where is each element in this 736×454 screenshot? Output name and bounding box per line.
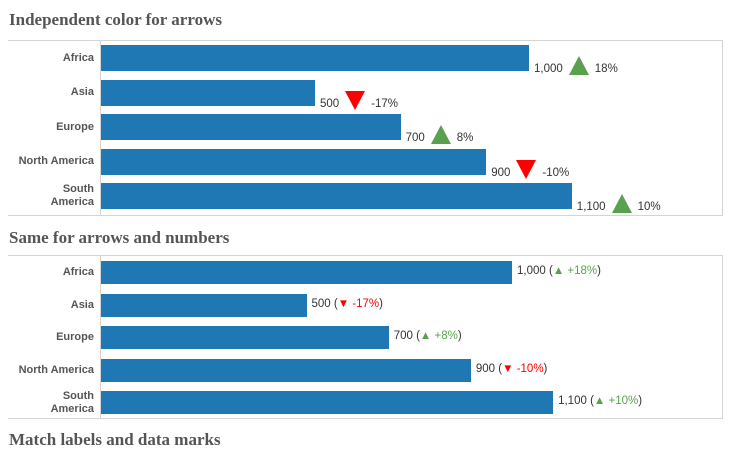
value-label: 700 ( <box>393 330 420 342</box>
category-label: Asia <box>70 86 94 98</box>
triangle-down-icon: ▼ <box>502 362 514 375</box>
change-label: ▼ -10% <box>502 362 544 375</box>
triangle-down-icon <box>345 90 366 110</box>
change-label: 18% <box>594 63 618 75</box>
value-label: 1,100 <box>576 201 606 213</box>
chart1-title: Independent color for arrows <box>9 10 222 29</box>
value-label: 1,100 ( <box>558 395 594 407</box>
bar[interactable] <box>101 293 307 317</box>
data-label: 1,000 18% <box>534 56 618 75</box>
change-label: -17% <box>371 97 399 110</box>
triangle-up-icon <box>568 56 589 75</box>
triangle-down-icon: ▼ <box>337 297 350 310</box>
category-label: Africa <box>62 51 94 64</box>
data-label: 500 -17% <box>320 90 399 110</box>
axis-divider <box>100 256 101 418</box>
bar-row: South America 1,100 10% <box>8 183 722 213</box>
value-label: 500 <box>320 97 340 110</box>
bar-row: North America 900 (▼ -10%) <box>8 358 722 382</box>
bar[interactable] <box>101 79 315 106</box>
data-label: 1,100 10% <box>577 194 661 213</box>
value-label: 500 ( <box>311 297 338 310</box>
data-label: 900 (▼ -10%) <box>475 362 548 375</box>
chart2-title: Same for arrows and numbers <box>9 228 230 247</box>
category-label: North America <box>18 155 94 167</box>
chart1-panel: Africa 1,000 18% Asia 500 -17% Europe 700 8% Nort… <box>8 40 723 216</box>
bar[interactable] <box>101 358 471 382</box>
triangle-up-icon: ▲ <box>552 265 565 277</box>
category-label: South America <box>50 389 94 415</box>
bar-row: Africa 1,000 (▲ +18%) <box>8 261 722 284</box>
bar-row: Europe 700 8% <box>8 114 722 144</box>
bar[interactable] <box>101 261 512 284</box>
bar-row: South America 1,100 (▲ +10%) <box>8 389 722 415</box>
value-label: 1,000 ( <box>517 265 553 277</box>
data-label: 700 8% <box>405 125 474 144</box>
bar-row: Africa 1,000 18% <box>8 45 722 75</box>
data-label: 900 -10% <box>491 159 570 179</box>
bar-row: Europe 700 (▲ +8%) <box>8 326 722 349</box>
triangle-up-icon: ▲ <box>593 395 606 407</box>
bar[interactable] <box>101 114 401 140</box>
category-label: Africa <box>62 266 94 278</box>
bar[interactable] <box>101 183 572 209</box>
chart3-title: Match labels and data marks <box>9 430 221 449</box>
category-label: South America <box>50 183 94 208</box>
bar[interactable] <box>101 148 487 175</box>
data-label: 700 (▲ +8%) <box>393 330 462 342</box>
value-label: 1,000 <box>534 63 563 75</box>
triangle-up-icon <box>611 194 632 213</box>
triangle-up-icon: ▲ <box>419 330 432 342</box>
change-label: ▲ +18% <box>552 265 598 277</box>
bar[interactable] <box>101 326 389 349</box>
bar-row: Asia 500 (▼ -17%) <box>8 293 722 317</box>
category-label: Europe <box>56 331 94 343</box>
bar[interactable] <box>101 391 554 414</box>
bar-row: North America 900 -10% <box>8 148 722 179</box>
category-label: Asia <box>70 298 94 311</box>
change-label: -10% <box>542 166 570 179</box>
value-label: 900 ( <box>475 362 503 375</box>
triangle-down-icon <box>516 159 537 179</box>
value-label: 700 <box>405 132 425 144</box>
axis-divider <box>100 41 101 215</box>
change-label: ▼ -17% <box>337 297 380 310</box>
change-label: 10% <box>637 201 661 213</box>
value-label: 900 <box>491 166 511 179</box>
data-label: 1,000 (▲ +18%) <box>517 265 601 277</box>
change-label: 8% <box>456 132 474 144</box>
data-label: 1,100 (▲ +10%) <box>558 395 643 407</box>
chart2-panel: Africa 1,000 (▲ +18%) Asia 500 (▼ -17%) Euro… <box>8 255 723 419</box>
category-label: Europe <box>56 120 94 133</box>
bar-row: Asia 500 -17% <box>8 79 722 110</box>
bar[interactable] <box>101 45 529 71</box>
change-label: ▲ +8% <box>419 330 458 342</box>
change-label: ▲ +10% <box>593 395 639 407</box>
triangle-up-icon <box>430 125 451 144</box>
category-label: North America <box>18 363 94 376</box>
data-label: 500 (▼ -17%) <box>311 297 384 310</box>
